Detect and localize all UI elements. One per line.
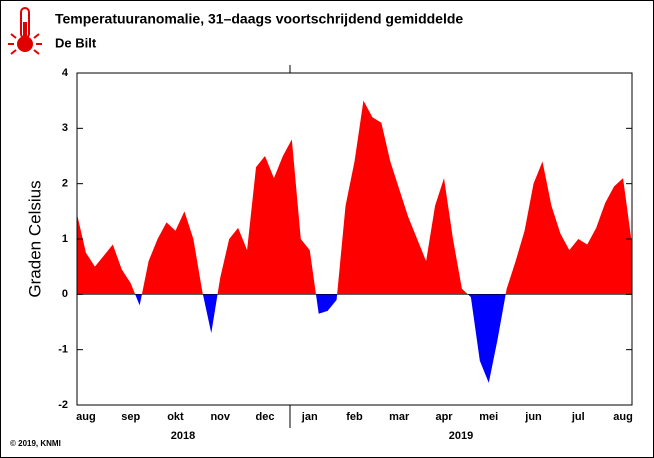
y-tick-label: 3: [62, 122, 68, 134]
y-tick-label: -1: [58, 344, 68, 356]
copyright: © 2019, KNMI: [10, 439, 61, 448]
y-tick-label: 4: [62, 67, 69, 79]
y-tick-label: -2: [58, 399, 68, 411]
x-tick-label: mar: [389, 411, 410, 423]
x-tick-label: dec: [255, 411, 274, 423]
year-label: 2019: [449, 430, 473, 442]
x-tick-label: apr: [435, 411, 453, 423]
plot: [77, 100, 632, 383]
x-tick-label: okt: [167, 411, 184, 423]
chart-title: Temperatuuranomalie, 31–daags voortschri…: [55, 11, 463, 27]
y-tick-label: 0: [62, 288, 68, 300]
x-tick-label: sep: [121, 411, 140, 423]
positive-area: [77, 100, 632, 295]
y-tick-label: 2: [62, 178, 68, 190]
x-tick-label: aug: [76, 411, 96, 423]
x-tick-label: feb: [346, 411, 363, 423]
x-tick-label: mei: [479, 411, 498, 423]
y-axis-label: Graden Celsius: [25, 180, 44, 297]
x-tick-label: nov: [210, 411, 230, 423]
chart-subtitle: De Bilt: [55, 35, 97, 50]
x-tick-label: jun: [524, 411, 542, 423]
negative-area: [135, 294, 506, 383]
y-tick-label: 1: [62, 233, 68, 245]
x-tick-label: aug: [613, 411, 633, 423]
year-label: 2018: [171, 430, 195, 442]
x-tick-label: jan: [301, 411, 318, 423]
thermometer-icon: [8, 7, 42, 55]
x-tick-label: jul: [571, 411, 585, 423]
